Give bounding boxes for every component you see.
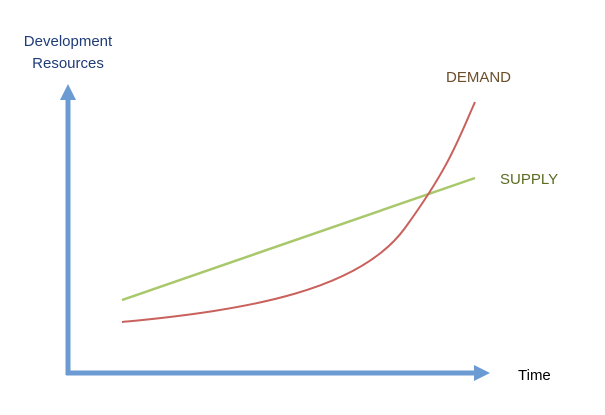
curve-label: SUPPLY: [500, 171, 558, 188]
x-axis-label: Time: [518, 367, 551, 384]
curve-label: DEMAND: [446, 69, 511, 86]
demand-curve: [121, 101, 476, 323]
y-axis-label: Resources: [32, 55, 104, 72]
supply-curve: [121, 176, 476, 302]
y-axis-label: Development: [24, 33, 113, 50]
